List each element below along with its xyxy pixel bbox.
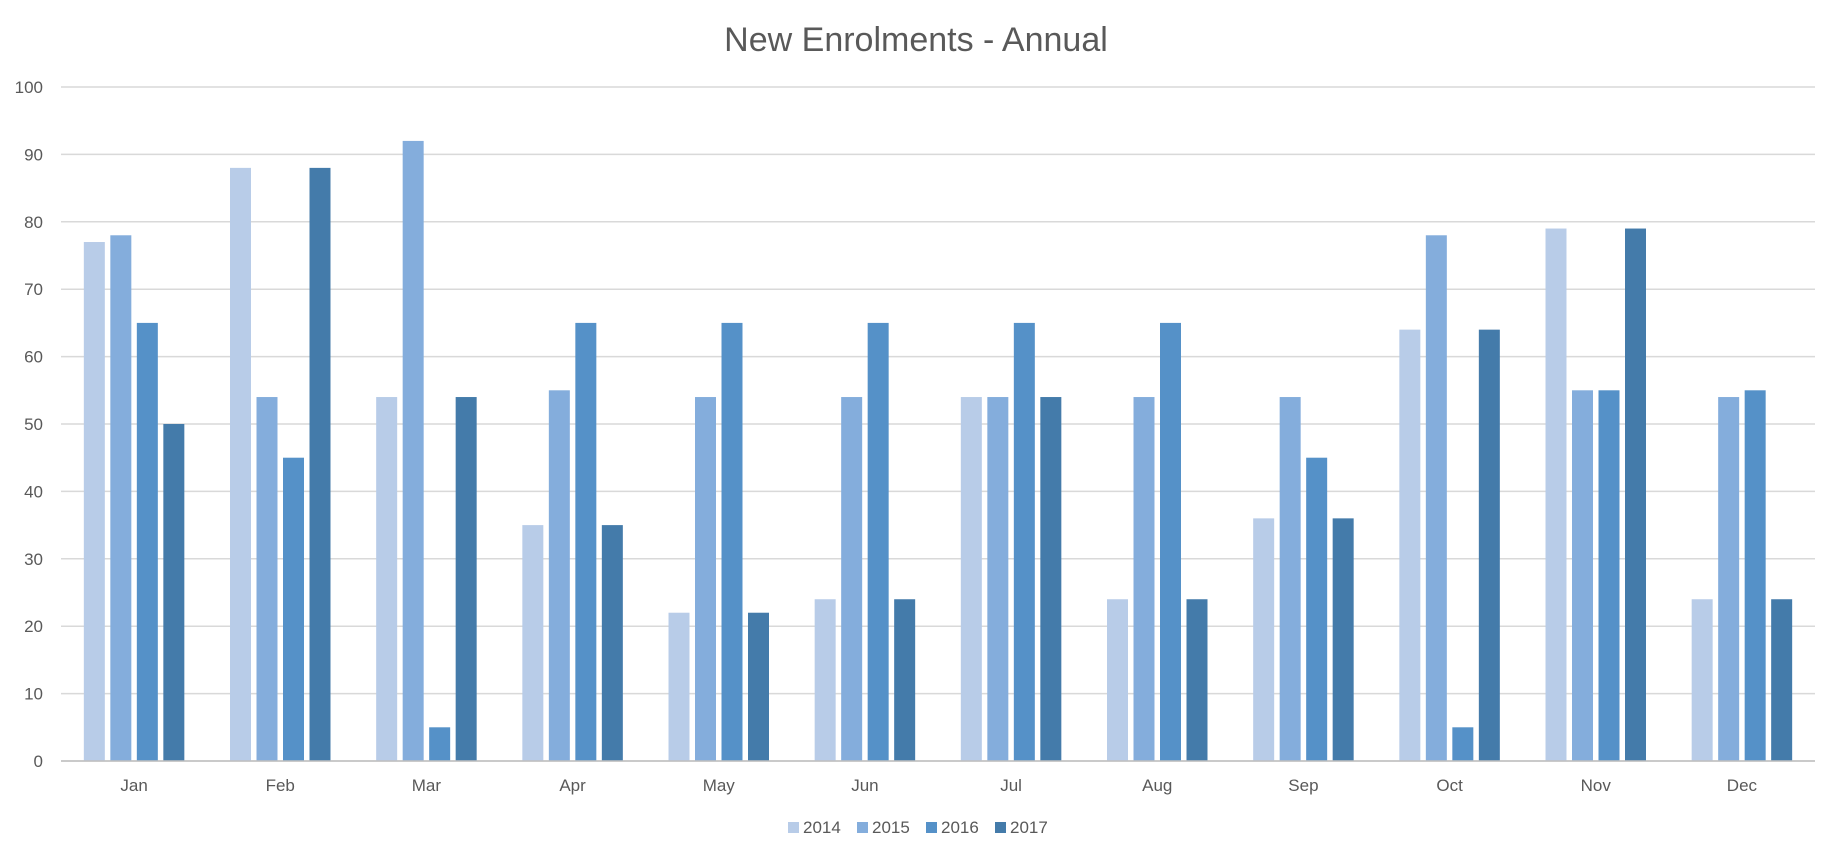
bar (695, 397, 716, 761)
bar (1040, 397, 1062, 761)
bar (814, 599, 836, 761)
x-tick-label: Dec (1727, 776, 1758, 795)
bar (429, 727, 451, 761)
bar (1718, 397, 1740, 761)
bar (283, 457, 304, 761)
bar (960, 397, 982, 761)
bar (1186, 599, 1208, 761)
y-tick-label: 70 (24, 280, 43, 299)
x-tick-label: May (703, 776, 736, 795)
legend: 2014 2015 2016 2017 (788, 818, 1048, 837)
legend-item: 2016 (926, 818, 979, 837)
legend-label: 2016 (941, 818, 979, 837)
legend-swatch (926, 822, 937, 833)
bar (841, 397, 863, 761)
x-tick-label: Jul (1000, 776, 1022, 795)
x-tick-label: Jan (120, 776, 147, 795)
bar (1425, 235, 1447, 761)
bar (1478, 329, 1500, 761)
x-axis: Jan Feb Mar Apr May Jun Jul Aug Sep Oct Nov Dec (61, 760, 1815, 795)
bar (1691, 599, 1713, 761)
bar (455, 397, 477, 761)
bar (748, 612, 769, 761)
x-tick-label: Oct (1436, 776, 1463, 795)
y-tick-label: 50 (24, 415, 43, 434)
bar (1306, 457, 1328, 761)
bar (1279, 397, 1301, 761)
y-tick-label: 40 (24, 482, 43, 501)
legend-item: 2017 (995, 818, 1048, 837)
bar (309, 167, 331, 761)
bar (1598, 390, 1620, 761)
bar (522, 525, 544, 761)
bar (230, 167, 251, 761)
bar (1160, 322, 1181, 761)
bars (83, 140, 1793, 762)
chart-title: New Enrolments - Annual (724, 21, 1108, 59)
bar (1332, 518, 1354, 761)
bar (83, 242, 105, 761)
legend-label: 2017 (1010, 818, 1048, 837)
legend-swatch (857, 822, 868, 833)
x-tick-label: Feb (266, 776, 295, 795)
bar (894, 599, 916, 761)
bar (668, 612, 690, 761)
bar (601, 525, 623, 761)
legend-item: 2014 (788, 818, 841, 837)
y-tick-label: 30 (24, 550, 43, 569)
bar (136, 322, 158, 761)
bar (548, 390, 570, 761)
bar (1545, 228, 1567, 762)
bar (1452, 727, 1474, 761)
bar (1744, 390, 1766, 761)
bar (1107, 599, 1128, 761)
legend-swatch (995, 822, 1006, 833)
bar (256, 397, 278, 761)
gridlines (61, 86, 1815, 762)
y-tick-label: 60 (24, 348, 43, 367)
bar (575, 322, 597, 761)
bar (1771, 599, 1793, 761)
bar (987, 397, 1009, 761)
bar (110, 235, 132, 761)
legend-label: 2015 (872, 818, 910, 837)
x-tick-label: Apr (559, 776, 586, 795)
bar (376, 397, 398, 761)
y-axis: 0 10 20 30 40 50 60 70 80 90 100 (15, 78, 43, 771)
y-tick-label: 90 (24, 145, 43, 164)
y-tick-label: 20 (24, 617, 43, 636)
bar (1253, 518, 1275, 761)
bar (1013, 322, 1035, 761)
y-tick-label: 0 (34, 752, 43, 771)
legend-swatch (788, 822, 799, 833)
x-tick-label: Aug (1142, 776, 1172, 795)
bar (163, 424, 185, 761)
y-tick-label: 10 (24, 685, 43, 704)
bar (867, 322, 889, 761)
y-tick-label: 80 (24, 213, 43, 232)
x-tick-label: Nov (1581, 776, 1612, 795)
x-tick-label: Sep (1288, 776, 1318, 795)
bar (1625, 228, 1646, 762)
bar (721, 322, 743, 761)
y-tick-label: 100 (15, 78, 43, 97)
bar (1133, 397, 1155, 761)
bar (1572, 390, 1593, 761)
x-tick-label: Jun (851, 776, 878, 795)
legend-item: 2015 (857, 818, 910, 837)
bar (1399, 329, 1421, 761)
legend-label: 2014 (803, 818, 841, 837)
x-tick-label: Mar (412, 776, 442, 795)
bar (402, 140, 424, 762)
